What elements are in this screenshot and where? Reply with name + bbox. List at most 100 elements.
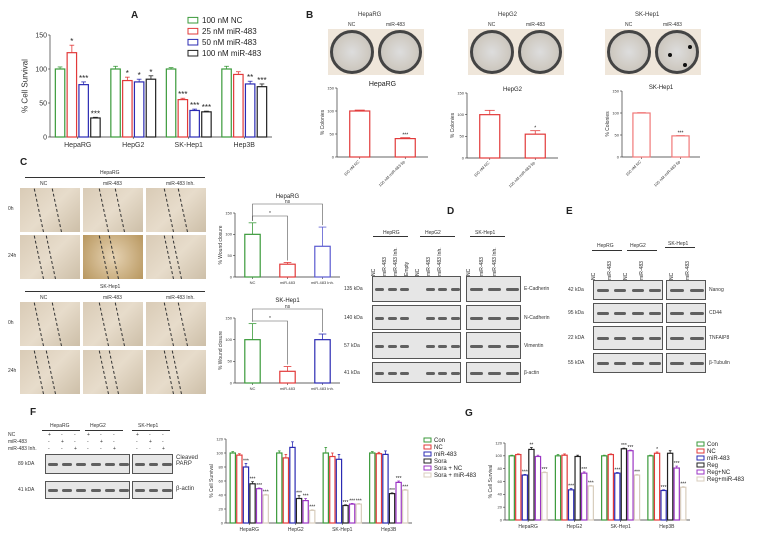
band xyxy=(387,288,397,291)
chart-b1: 0 50 100 150 % Colonies HepaRG 100 nM NC 100 nM… xyxy=(320,81,428,188)
condition-sign: - xyxy=(61,432,63,438)
blot-group-title: SK-Hep1 xyxy=(138,423,159,429)
x-tick-label: 100 nM miR-483-5p xyxy=(653,159,682,188)
blot-group-title: HepaRG xyxy=(50,423,70,429)
legend-label: 100 nM miR-483 xyxy=(202,49,262,58)
bar xyxy=(329,455,336,524)
blot-left xyxy=(593,303,663,323)
panel-label-g: G xyxy=(465,408,473,419)
kda-marker: 42 kDa xyxy=(568,287,584,293)
band xyxy=(148,463,159,466)
kda-marker: 22 kDA xyxy=(568,335,585,341)
band xyxy=(425,316,435,320)
significance-label: *** xyxy=(257,76,266,85)
bar xyxy=(580,472,588,521)
significance-label: *** xyxy=(581,467,587,473)
bar xyxy=(666,452,674,521)
bar xyxy=(541,471,548,521)
bar xyxy=(671,135,690,158)
bar xyxy=(574,455,581,521)
x-tick-label: HepaRG xyxy=(518,524,538,530)
chart-c1: 0 50 100 150 % Wound closure HepaRG NC miR-483 m… xyxy=(218,194,340,285)
bar xyxy=(165,68,177,138)
chart-title: SK-Hep1 xyxy=(649,85,674,91)
bar xyxy=(66,52,78,138)
y-tick-label: 100 xyxy=(457,112,464,117)
bar xyxy=(673,467,680,521)
y-axis-label: % Colonies xyxy=(605,111,611,137)
significance-label: * xyxy=(126,69,129,78)
band xyxy=(104,489,115,492)
y-tick-label: 0 xyxy=(221,520,224,525)
band xyxy=(425,288,435,291)
y-tick-label: 60 xyxy=(498,479,503,484)
band xyxy=(488,316,501,320)
band xyxy=(488,288,501,291)
x-tick-label: HepG2 xyxy=(288,527,304,533)
band xyxy=(670,312,684,315)
bracket-label: * xyxy=(269,211,271,217)
kda-marker: 41 kDA xyxy=(18,487,35,493)
condition-sign: - xyxy=(61,446,63,452)
band xyxy=(62,489,73,492)
band xyxy=(451,316,461,320)
bar xyxy=(660,489,667,521)
legend-swatch xyxy=(696,462,705,468)
bar xyxy=(620,448,628,521)
legend-label: miR-483 xyxy=(434,452,457,458)
legend-swatch xyxy=(187,38,199,46)
legend-swatch xyxy=(696,441,705,447)
protein-label: Cleaved PARP xyxy=(176,455,199,467)
significance-label: *** xyxy=(396,476,402,482)
bar xyxy=(614,472,621,521)
band xyxy=(374,288,384,291)
plate-group-title: HepG2 xyxy=(498,12,518,18)
condition-sign: - xyxy=(162,432,164,438)
legend-label: Sora xyxy=(434,459,447,465)
band xyxy=(670,289,684,292)
group-line xyxy=(42,430,80,431)
bar xyxy=(382,453,389,524)
condition-label: NC xyxy=(8,432,16,438)
bar xyxy=(133,81,145,138)
bar xyxy=(395,481,402,524)
bar xyxy=(189,109,200,138)
protein-label: TNFAIP8 xyxy=(709,335,730,341)
panel-label-a: A xyxy=(131,10,139,21)
scratch-row-label: 0h xyxy=(8,206,14,212)
significance-label: * xyxy=(534,126,536,132)
band xyxy=(104,463,115,466)
band xyxy=(690,312,704,315)
condition-sign: + xyxy=(61,439,64,445)
significance-label: *** xyxy=(402,484,408,490)
condition-sign: - xyxy=(87,439,89,445)
scratch-image xyxy=(83,302,143,346)
band xyxy=(690,362,704,365)
condition-sign: + xyxy=(74,446,77,452)
x-tick-label: HepG2 xyxy=(566,524,582,530)
plate-mir483 xyxy=(518,30,562,74)
y-axis-label: % Cell Survival xyxy=(21,59,30,113)
panel-label-f: F xyxy=(30,407,37,418)
bar xyxy=(236,454,243,524)
bar xyxy=(276,452,283,524)
bar xyxy=(314,245,331,278)
bar xyxy=(632,112,651,158)
x-tick-label: Hep3B xyxy=(234,142,256,149)
x-tick-label: SK-Hep1 xyxy=(332,527,353,533)
significance-label: * xyxy=(70,37,73,46)
condition-sign: - xyxy=(48,439,50,445)
band xyxy=(649,312,662,315)
condition-sign: - xyxy=(48,446,50,452)
plate-label-mir483: miR-483 xyxy=(386,22,405,28)
x-tick-label: SK-Hep1 xyxy=(610,524,631,530)
blot-group-title: HepG2 xyxy=(630,243,646,249)
band xyxy=(76,489,87,492)
bar xyxy=(342,504,349,524)
bar xyxy=(256,86,268,138)
y-tick-label: 100 xyxy=(225,232,232,237)
y-tick-label: 150 xyxy=(457,90,464,95)
panel-label-d: D xyxy=(447,206,455,217)
significance-label: *** xyxy=(678,130,684,136)
bar xyxy=(394,138,416,158)
